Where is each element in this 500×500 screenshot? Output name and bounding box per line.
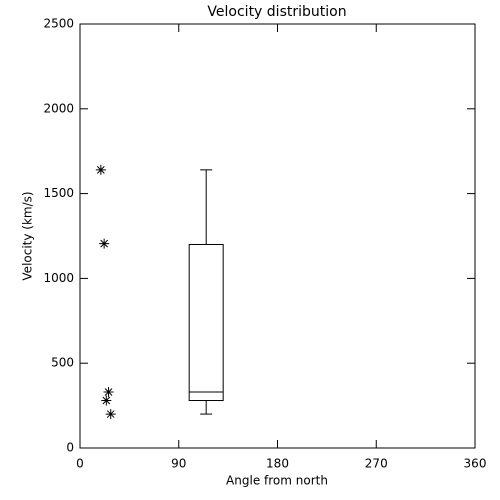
y-tick-label: 1000	[43, 271, 74, 285]
x-tick-label: 0	[76, 457, 84, 471]
data-point	[101, 395, 112, 406]
chart-title: Velocity distribution	[207, 4, 346, 20]
data-point	[103, 387, 114, 398]
y-tick-label: 0	[66, 441, 74, 455]
y-tick-label: 2000	[43, 101, 74, 115]
x-tick-label: 90	[171, 457, 186, 471]
data-point	[105, 409, 116, 420]
data-point	[95, 164, 106, 175]
y-tick-label: 500	[51, 356, 74, 370]
x-tick-label: 180	[266, 457, 289, 471]
x-tick-label: 360	[464, 457, 487, 471]
y-axis-label: Velocity (km/s)	[21, 191, 35, 280]
box	[188, 243, 224, 402]
x-axis-label: Angle from north	[226, 474, 328, 488]
data-point	[99, 238, 110, 249]
y-tick-label: 1500	[43, 186, 74, 200]
plot-frame	[79, 23, 476, 449]
y-tick-label: 2500	[43, 17, 74, 31]
x-tick-label: 270	[365, 457, 388, 471]
